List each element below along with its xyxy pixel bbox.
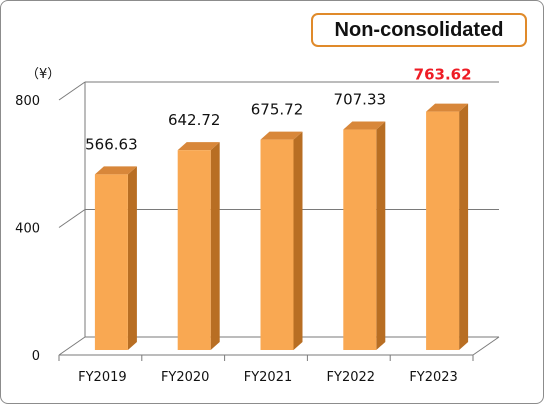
bar-FY2023 bbox=[426, 103, 469, 350]
bar-FY2019 bbox=[94, 166, 137, 350]
gridline-depth-400 bbox=[58, 209, 86, 228]
bar-top bbox=[94, 166, 137, 175]
non-consolidated-badge: Non-consolidated bbox=[311, 13, 527, 47]
bar-front bbox=[260, 139, 294, 350]
bar-side bbox=[459, 103, 469, 350]
bar-top bbox=[426, 103, 469, 112]
bar-side bbox=[293, 131, 303, 350]
y-unit-label: （¥） bbox=[26, 67, 60, 82]
data-label: 566.63 bbox=[85, 135, 138, 153]
bar-front bbox=[177, 150, 211, 350]
data-label: 642.72 bbox=[168, 111, 221, 129]
bar-FY2020 bbox=[177, 142, 220, 350]
bar-side bbox=[376, 121, 386, 350]
bar-FY2021 bbox=[260, 131, 303, 350]
bar-top bbox=[177, 142, 220, 151]
x-tick-label: FY2023 bbox=[409, 370, 458, 385]
data-label: 707.33 bbox=[334, 91, 387, 109]
y-tick-label: 800 bbox=[15, 94, 40, 109]
bar-top bbox=[343, 121, 386, 130]
bar-top bbox=[260, 131, 303, 140]
bar-side bbox=[127, 166, 137, 350]
x-tick-label: FY2019 bbox=[78, 370, 127, 385]
chart-labels: 0 400 800 （¥） 566.63 FY2019 642.72 FY2020 675.72… bbox=[15, 66, 471, 385]
bar-front bbox=[94, 174, 128, 350]
bar-side bbox=[210, 142, 220, 350]
x-tick-label: FY2021 bbox=[244, 370, 293, 385]
x-tick-label: FY2022 bbox=[327, 370, 376, 385]
gridline-depth-800 bbox=[58, 81, 86, 101]
bar-front bbox=[343, 129, 377, 350]
y-tick-label: 400 bbox=[15, 222, 40, 237]
chart-bars bbox=[94, 103, 469, 350]
gridline-depth-0 bbox=[58, 336, 86, 356]
bar-front bbox=[426, 111, 460, 350]
y-tick-label: 0 bbox=[32, 349, 40, 364]
x-tick-label: FY2020 bbox=[161, 370, 210, 385]
bar-FY2022 bbox=[343, 121, 386, 350]
data-label: 675.72 bbox=[251, 101, 304, 119]
floor-right-edge bbox=[472, 336, 500, 356]
data-label: 763.62 bbox=[414, 66, 472, 84]
